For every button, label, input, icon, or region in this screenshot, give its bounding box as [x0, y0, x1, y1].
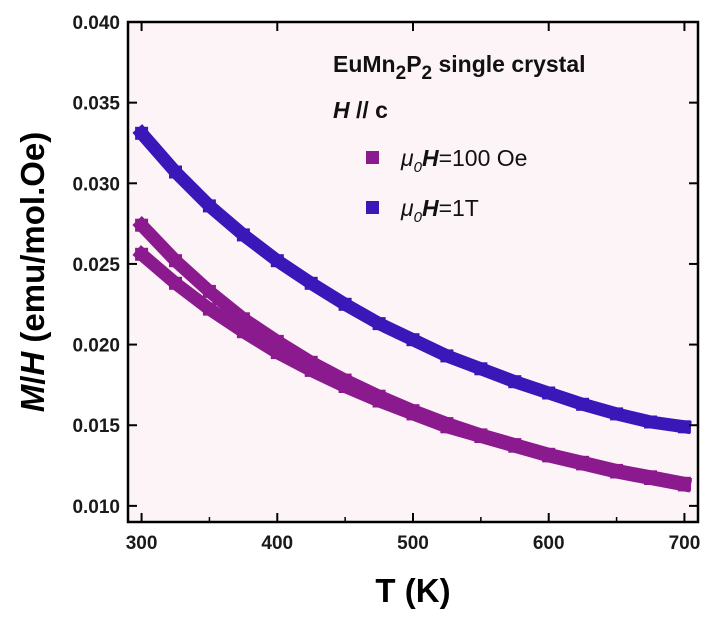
series-2-point [372, 317, 386, 331]
legend-h-2: H [422, 195, 439, 221]
y-tick-label: 0.010 [72, 497, 120, 518]
series-1-point [202, 302, 216, 316]
x-axis-title: T (K) [375, 572, 450, 609]
y-axis-title: M/H (emu/mol.Oe) [14, 132, 51, 413]
series-1-point [270, 346, 284, 360]
series-1-point [372, 394, 386, 408]
series-1-point [474, 430, 488, 443]
series-2-point [135, 126, 149, 140]
series-2-point [202, 199, 216, 213]
series-1-point [169, 276, 182, 290]
series-1-point [508, 439, 522, 453]
series-2-point [270, 254, 284, 268]
x-tick-label: 600 [533, 533, 565, 554]
series-2-point [440, 349, 454, 363]
y-tick-label: 0.020 [72, 336, 120, 357]
series-0-point [202, 284, 216, 298]
series-layer [132, 124, 693, 493]
series-1-point [610, 465, 624, 479]
legend-value-1: =100 Oe [439, 145, 528, 171]
legend-value-2: =1T [439, 195, 479, 221]
legend-marker-1t [366, 201, 379, 214]
series-2-point [508, 375, 522, 389]
series-2-point [304, 276, 318, 290]
sample-sub-2: 2 [422, 63, 433, 84]
y-tick-label: 0.015 [72, 416, 120, 437]
sample-base: EuMn [333, 51, 396, 77]
field-dir-h: H [333, 97, 350, 123]
series-2-point [576, 397, 590, 411]
sample-sub-1: 2 [396, 63, 407, 84]
legend-sub-2: 0 [414, 209, 423, 226]
series-2-point [474, 362, 488, 376]
legend-marker-100oe [366, 151, 379, 164]
series-0-point [135, 218, 149, 232]
series-1-point [440, 420, 454, 434]
field-dir-rest: // c [350, 97, 389, 123]
legend-mu-2: μ [400, 195, 414, 221]
y-axis-title-slash: / [14, 376, 51, 385]
legend-mu-1: μ [400, 145, 414, 171]
legend-h-1: H [422, 145, 439, 171]
series-1-point [304, 363, 318, 377]
series-1-point [576, 457, 590, 471]
series-1-point [542, 449, 556, 463]
field-direction-annotation: H // c [333, 97, 388, 123]
series-2-point [644, 415, 657, 429]
series-2-point [338, 297, 352, 311]
ticks-layer: 300 400 500 600 700 0.010 0.015 0.020 0.025 0.030… [72, 13, 700, 554]
y-tick-label: 0.025 [72, 255, 120, 276]
y-axis-title-unit: (emu/mol.Oe) [14, 132, 51, 352]
series-1-point [644, 472, 657, 485]
series-0-point [169, 254, 182, 268]
series-2-point [542, 386, 556, 400]
series-1-point [677, 478, 691, 492]
y-tick-label: 0.030 [72, 174, 120, 195]
series-2-point [169, 165, 182, 179]
legend-sub-1: 0 [414, 159, 423, 176]
sample-annotation: EuMn2P2 single crystal [333, 51, 586, 84]
legend: μ0H=100 Oe μ0H=1T [366, 145, 527, 226]
y-tick-label: 0.040 [72, 13, 120, 34]
x-tick-label: 500 [397, 533, 429, 554]
y-axis-title-m: M [14, 383, 51, 412]
sample-mid: P [406, 51, 421, 77]
series-2-point [610, 407, 624, 421]
legend-label-1t: μ0H=1T [400, 195, 479, 226]
series-1-point [135, 247, 149, 261]
plot-background [128, 22, 698, 522]
sample-rest: single crystal [432, 51, 585, 77]
series-1-point [236, 325, 250, 339]
series-2-point [406, 333, 420, 347]
x-tick-label: 300 [126, 533, 158, 554]
series-1-point [338, 380, 352, 393]
legend-label-100oe: μ0H=100 Oe [400, 145, 527, 176]
series-1-point [406, 407, 420, 421]
x-tick-label: 400 [261, 533, 293, 554]
x-tick-label: 700 [669, 533, 701, 554]
y-tick-label: 0.035 [72, 94, 120, 115]
series-2-point [677, 420, 691, 434]
series-2-point [236, 228, 250, 242]
y-axis-title-h: H [14, 351, 51, 376]
